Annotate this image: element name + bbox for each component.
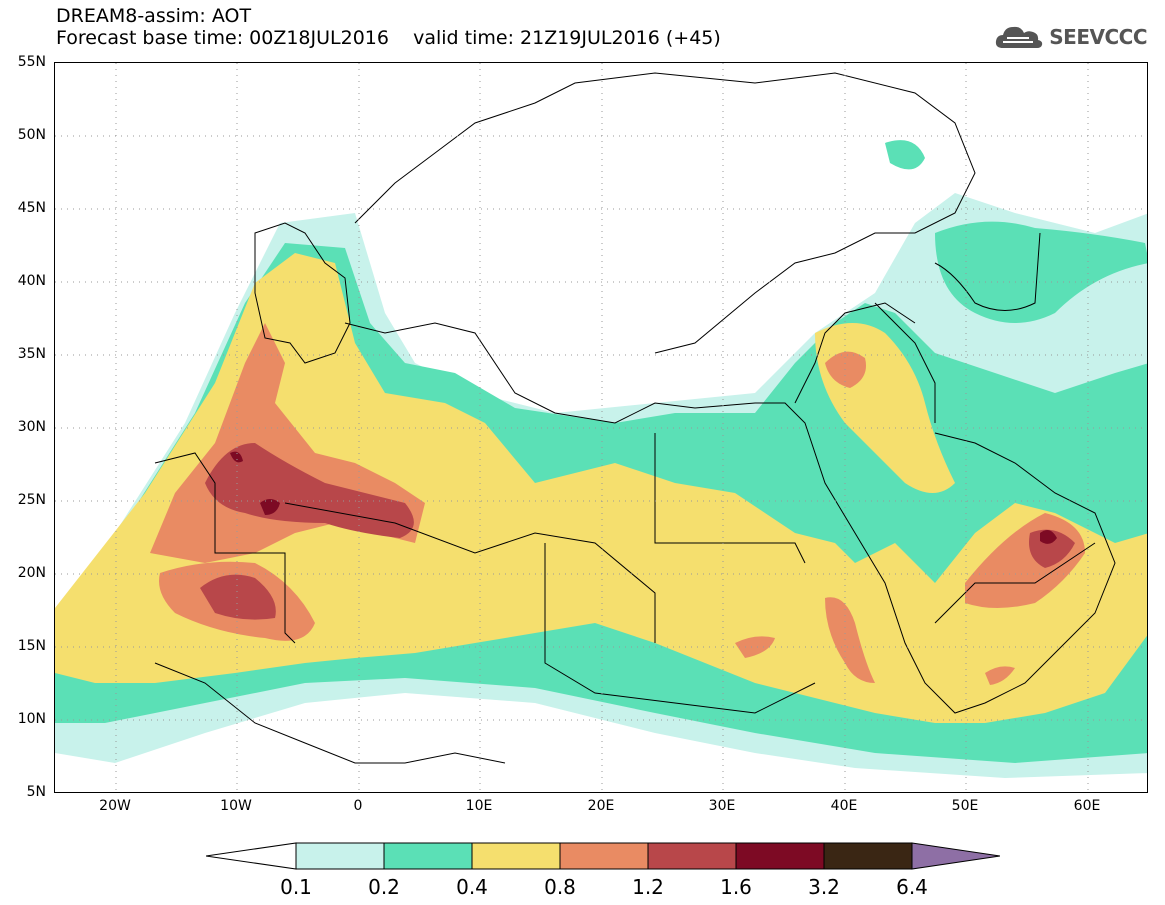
colorbar-label-3.2: 3.2 <box>808 875 840 899</box>
colorbar-swatch-below-0.1 <box>206 842 297 870</box>
lon-label-10w: 10W <box>220 798 252 814</box>
lat-label-25n: 25N <box>17 492 46 508</box>
aot-band-1.2 <box>205 443 414 538</box>
map-title: DREAM8-assim: AOT <box>56 5 252 27</box>
colorbar-swatch-1.6-3.2 <box>735 842 825 870</box>
aot-map <box>54 62 1148 793</box>
colorbar-swatch-0.2-0.4 <box>383 842 473 870</box>
lon-label-0: 0 <box>353 798 363 814</box>
lat-label-55n: 55N <box>17 54 46 70</box>
lon-label-40e: 40E <box>830 798 858 814</box>
colorbar-swatch-0.4-0.8 <box>471 842 561 870</box>
aot-map-canvas <box>55 63 1147 792</box>
lon-label-60e: 60E <box>1073 798 1101 814</box>
colorbar-label-0.4: 0.4 <box>456 875 488 899</box>
lat-label-5n: 5N <box>26 784 46 800</box>
colorbar-swatch-0.8-1.2 <box>559 842 649 870</box>
lat-label-45n: 45N <box>17 200 46 216</box>
lat-label-40n: 40N <box>17 273 46 289</box>
lon-label-50e: 50E <box>951 798 979 814</box>
lon-label-20e: 20E <box>587 798 615 814</box>
aot-band-0.4 <box>55 253 1147 723</box>
lat-label-50n: 50N <box>17 127 46 143</box>
colorbar-label-1.6: 1.6 <box>720 875 752 899</box>
brand-name: SEEVCCC <box>1049 25 1147 49</box>
lat-label-10n: 10N <box>17 711 46 727</box>
lat-label-35n: 35N <box>17 346 46 362</box>
colorbar-swatch-above-6.4 <box>911 842 1000 870</box>
lon-label-20w: 20W <box>99 798 131 814</box>
colorbar-swatch-1.2-1.6 <box>647 842 737 870</box>
forecast-time-line: Forecast base time: 00Z18JUL2016 valid t… <box>56 27 721 49</box>
lon-label-30e: 30E <box>708 798 736 814</box>
colorbar-label-1.2: 1.2 <box>632 875 664 899</box>
aot-colorbar <box>206 842 1000 870</box>
colorbar-label-0.8: 0.8 <box>544 875 576 899</box>
colorbar-swatch-0.1-0.2 <box>295 842 385 870</box>
colorbar-swatch-3.2-6.4 <box>823 842 913 870</box>
lat-label-20n: 20N <box>17 565 46 581</box>
seevccc-logo: SEEVCCC <box>993 22 1147 52</box>
lat-label-15n: 15N <box>17 638 46 654</box>
cloud-icon <box>996 26 1043 48</box>
aot-band-1.6 <box>260 499 280 515</box>
colorbar-label-0.2: 0.2 <box>368 875 400 899</box>
lon-label-10e: 10E <box>465 798 493 814</box>
lat-label-30n: 30N <box>17 419 46 435</box>
colorbar-label-0.1: 0.1 <box>280 875 312 899</box>
colorbar-label-6.4: 6.4 <box>896 875 928 899</box>
